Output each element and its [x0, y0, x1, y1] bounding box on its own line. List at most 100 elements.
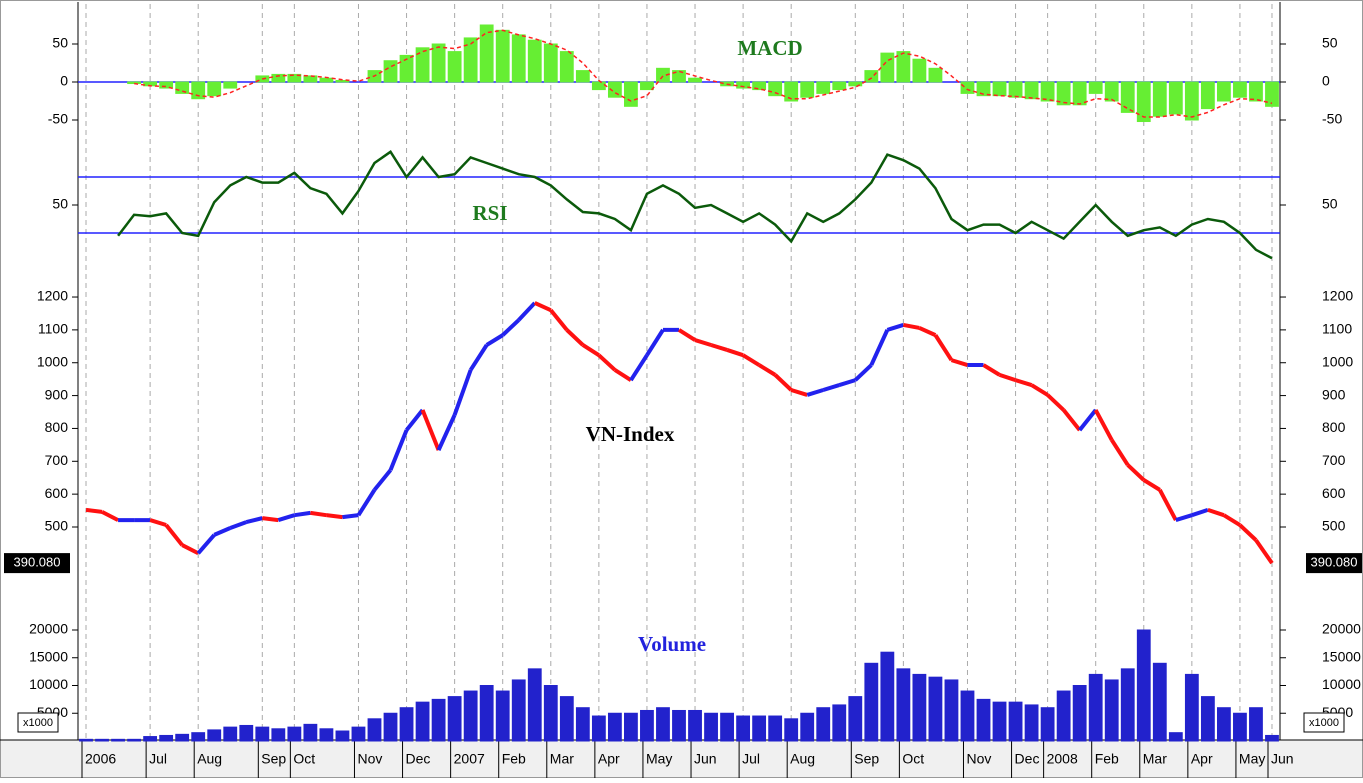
- bar: [1040, 81, 1055, 102]
- bar: [287, 726, 302, 742]
- bar: [1120, 81, 1135, 113]
- bar: [1104, 81, 1119, 102]
- bar: [271, 73, 286, 83]
- bar: [992, 701, 1007, 742]
- bar: [255, 726, 270, 742]
- price-segment: [806, 388, 824, 397]
- price-segment: [773, 373, 793, 392]
- bar: [431, 43, 446, 83]
- x-tick-label: 2006: [85, 751, 116, 767]
- price-segment: [581, 343, 600, 357]
- bar: [784, 81, 799, 102]
- bar: [1249, 707, 1263, 742]
- bar: [912, 673, 927, 742]
- bar: [399, 54, 414, 83]
- bar: [607, 712, 622, 742]
- y-tick-label: 1000: [37, 353, 68, 369]
- price-segment: [85, 507, 103, 514]
- price-segment: [903, 322, 920, 330]
- bar: [896, 51, 911, 83]
- x-tick-label: Apr: [598, 751, 620, 767]
- price-segment: [326, 513, 343, 520]
- bar: [928, 676, 943, 742]
- price-segment: [101, 510, 119, 522]
- bar: [1136, 629, 1151, 742]
- bar: [896, 668, 911, 742]
- last-value-label: 390.080: [14, 555, 61, 570]
- price-segment: [629, 354, 649, 382]
- bar: [784, 718, 799, 742]
- y-tick-label-right: 15000: [1322, 648, 1361, 664]
- bar: [656, 67, 670, 83]
- bar: [335, 79, 350, 83]
- bar: [319, 728, 334, 742]
- bar: [303, 75, 318, 83]
- bar: [1024, 704, 1039, 742]
- price-segment: [164, 523, 184, 547]
- price-segment: [196, 533, 216, 555]
- bar: [1008, 81, 1023, 98]
- bar: [1168, 81, 1183, 115]
- price-segment: [501, 318, 521, 337]
- bar: [239, 724, 254, 742]
- price-segment: [1238, 523, 1258, 542]
- bar: [832, 704, 847, 742]
- bar: [672, 709, 686, 742]
- y-tick-label: 10000: [29, 676, 68, 692]
- price-segment: [677, 328, 697, 342]
- panel-title: Volume: [638, 632, 706, 656]
- x-tick-label: Mar: [1143, 751, 1167, 767]
- price-segment: [886, 323, 904, 332]
- bar: [79, 738, 93, 742]
- bar: [479, 685, 494, 742]
- price-segment: [758, 363, 777, 377]
- price-segment: [485, 333, 504, 347]
- bar: [1104, 679, 1119, 742]
- bar: [1072, 685, 1087, 742]
- bar: [95, 738, 109, 742]
- price-segment: [404, 408, 425, 432]
- price-segment: [213, 526, 232, 537]
- y-tick-label: 15000: [29, 648, 68, 664]
- price-segment: [1175, 513, 1193, 523]
- x-tick-label: Feb: [1095, 751, 1119, 767]
- bar: [511, 34, 526, 83]
- price-segment: [565, 328, 585, 347]
- y-tick-label: -50: [48, 111, 68, 127]
- bar: [207, 729, 222, 742]
- bar: [880, 651, 895, 742]
- price-segment: [245, 516, 263, 525]
- y-tick-label-right: 700: [1322, 452, 1346, 468]
- bar: [1216, 707, 1231, 742]
- bar: [960, 690, 975, 742]
- price-segment: [1126, 463, 1146, 482]
- bar: [688, 77, 702, 83]
- bar: [976, 698, 991, 742]
- price-segment: [1191, 508, 1209, 518]
- y-tick-label: 700: [45, 452, 69, 468]
- bar: [656, 707, 670, 742]
- bar: [319, 77, 334, 83]
- price-segment: [356, 488, 377, 517]
- price-segment: [726, 348, 744, 358]
- x-tick-label: Sep: [854, 751, 879, 767]
- bar: [575, 707, 590, 742]
- x-tick-label: Mar: [550, 751, 574, 767]
- bar: [415, 47, 430, 83]
- bar: [816, 81, 831, 94]
- x-tick-label: Oct: [902, 751, 924, 767]
- y-tick-label-right: 600: [1322, 485, 1346, 501]
- bar: [159, 734, 174, 742]
- y-tick-label: 50: [52, 196, 68, 212]
- bar: [415, 701, 430, 742]
- bar: [191, 732, 206, 742]
- bar: [1072, 81, 1087, 106]
- y-tick-label-right: 500: [1322, 518, 1346, 534]
- price-segment: [1222, 513, 1241, 527]
- bar: [1120, 668, 1135, 742]
- price-segment: [790, 388, 808, 397]
- bar: [1200, 81, 1215, 110]
- y-tick-label: 50: [52, 35, 68, 51]
- price-segment: [838, 378, 856, 387]
